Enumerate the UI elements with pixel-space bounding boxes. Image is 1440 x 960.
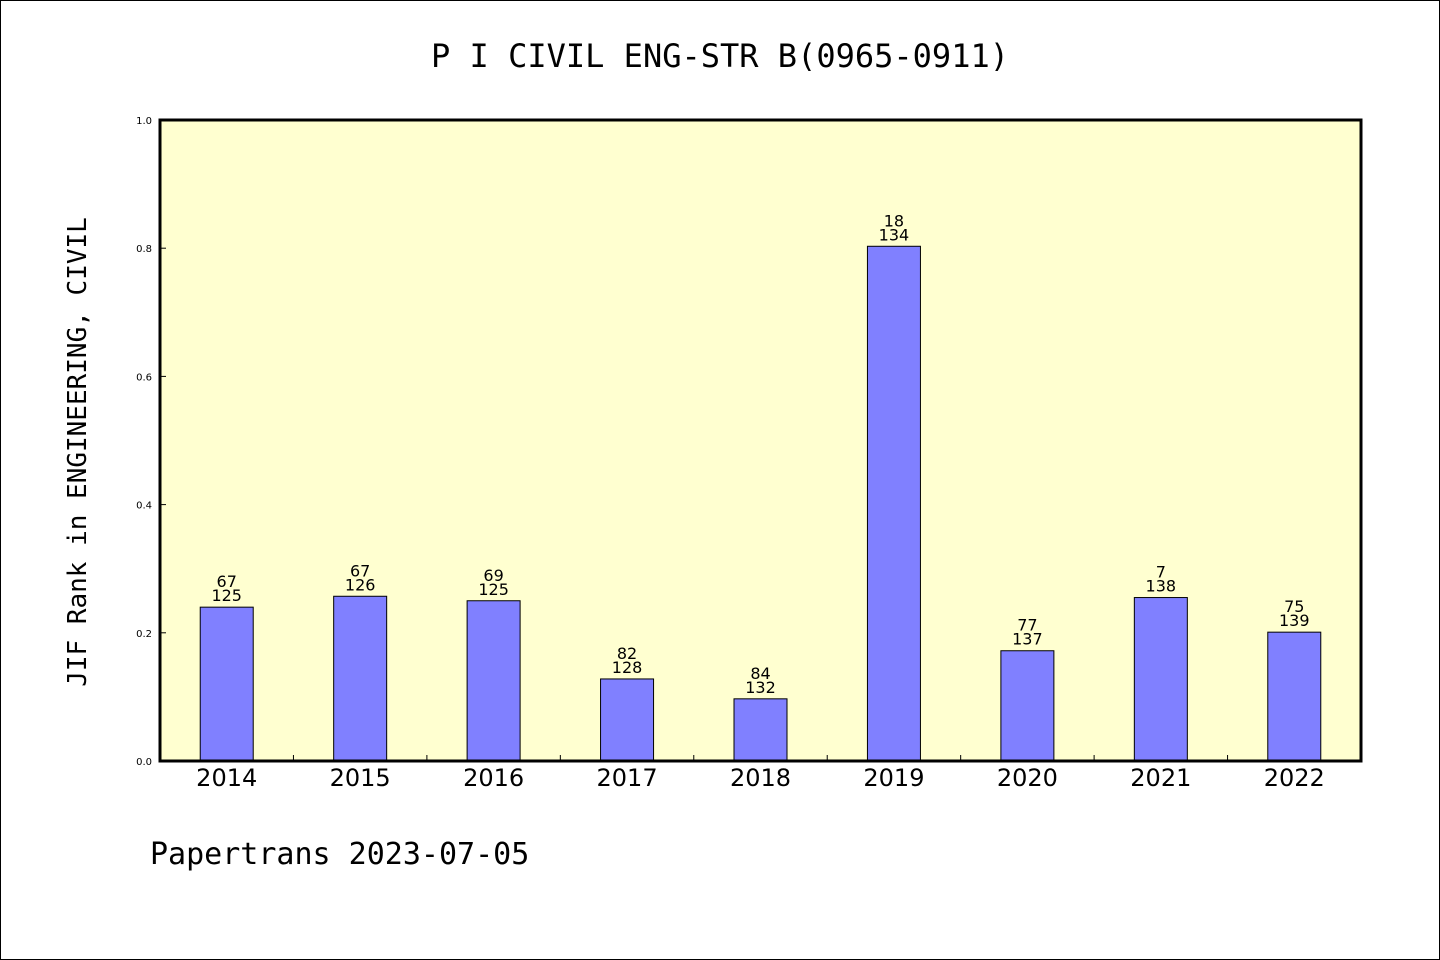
bar-total-label: 134 [879,225,910,244]
bar-total-label: 137 [1012,630,1043,649]
x-tick-label: 2016 [463,764,524,792]
y-tick-label: 0.0 [136,757,152,768]
footer-stamp: Papertrans 2023-07-05 [150,837,529,872]
bar [733,698,788,762]
bar-rank-label: 84 [750,664,770,683]
bar [866,245,921,762]
x-tick-label: 2015 [330,764,391,792]
x-tick-label: 2019 [863,764,924,792]
bar-total-label: 139 [1279,611,1310,630]
bar [333,595,388,762]
y-tick-label: 0.6 [136,372,152,383]
bar [199,606,254,762]
x-tick-label: 2017 [597,764,658,792]
chart-title: P I CIVIL ENG-STR B(0965-0911) [431,37,1009,75]
y-tick-label: 1.0 [136,116,152,127]
bar [1267,631,1322,762]
bar-total-label: 125 [211,586,242,605]
y-tick-label: 0.8 [136,244,152,255]
x-tick-label: 2022 [1264,764,1325,792]
x-tick-label: 2020 [997,764,1058,792]
x-axis-ticks: 2014 2015 2016 2017 2018 2019 2020 2021 2022 [196,755,1325,792]
plot-border [158,118,1363,763]
bar-rank-label: 77 [1017,616,1037,635]
bar-rank-label: 75 [1284,597,1304,616]
bar-total-label: 125 [478,580,509,599]
bar [466,600,521,762]
bar-total-label: 132 [745,678,776,697]
bar-total-label: 128 [612,658,643,677]
bar-rank-label: 67 [350,561,370,580]
bar-total-label: 138 [1146,577,1177,596]
x-tick-label: 2014 [196,764,257,792]
bar [1133,597,1188,762]
bar-total-label: 126 [345,575,376,594]
bar [1000,650,1055,762]
bar [600,678,655,762]
bar-rank-label: 18 [884,211,904,230]
bar-rank-label: 69 [483,566,503,585]
x-tick-label: 2018 [730,764,791,792]
y-tick-label: 0.4 [136,501,152,512]
bar-rank-label: 67 [217,572,237,591]
bar-rank-label: 7 [1156,563,1166,582]
y-tick-label: 0.2 [136,629,152,640]
x-tick-label: 2021 [1130,764,1191,792]
bar-rank-label: 82 [617,644,637,663]
y-axis-label: JIF Rank in ENGINEERING, CIVIL [63,217,93,687]
